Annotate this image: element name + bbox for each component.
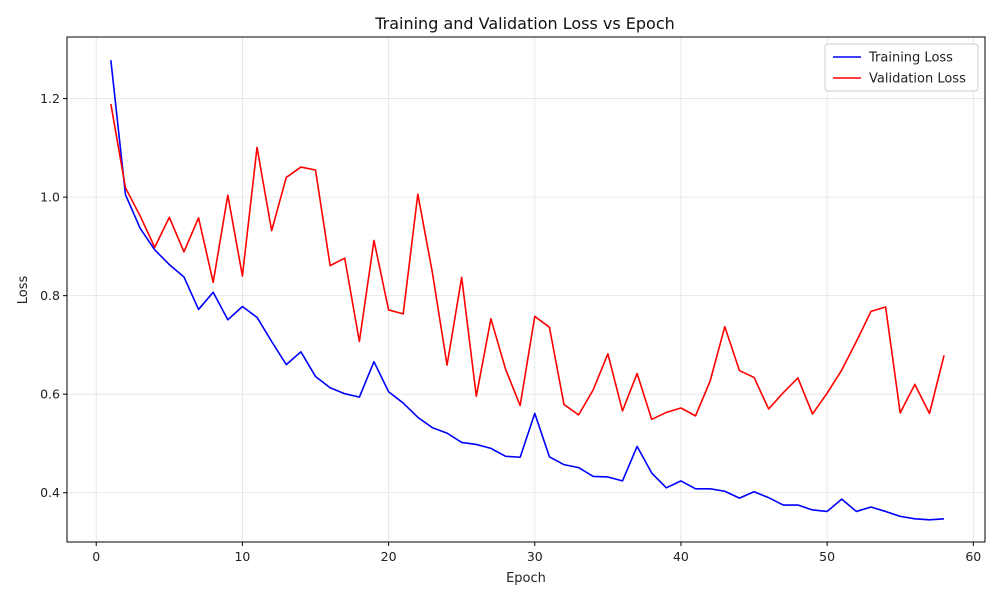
series-line-validation-loss bbox=[110, 103, 945, 421]
y-tick-label: 0.8 bbox=[40, 288, 60, 303]
y-tick-label: 0.6 bbox=[40, 387, 60, 402]
y-axis-label: Loss bbox=[16, 276, 31, 305]
axis-ticks: 0 10 20 30 40 50 60 0.4 0.6 0.8 1.0 1.2 bbox=[40, 91, 981, 564]
series-line-training-loss bbox=[110, 60, 945, 521]
y-tick-label: 1.2 bbox=[40, 91, 60, 106]
x-tick-label: 30 bbox=[527, 549, 543, 564]
plot-frame bbox=[66, 36, 986, 543]
series-lines bbox=[110, 60, 945, 521]
y-tick-label: 1.0 bbox=[40, 190, 60, 205]
x-tick-label: 10 bbox=[234, 549, 250, 564]
x-tick-label: 0 bbox=[92, 549, 100, 564]
y-tick-label: 0.4 bbox=[40, 485, 60, 500]
legend: Training Loss Validation Loss bbox=[824, 43, 979, 92]
grid bbox=[67, 37, 985, 542]
x-tick-label: 40 bbox=[673, 549, 689, 564]
x-tick-label: 20 bbox=[381, 549, 397, 564]
x-axis-label: Epoch bbox=[506, 571, 546, 586]
x-tick-label: 50 bbox=[819, 549, 835, 564]
legend-box bbox=[824, 43, 979, 92]
chart-title: Training and Validation Loss vs Epoch bbox=[374, 14, 675, 33]
legend-entry: Validation Loss bbox=[869, 72, 966, 87]
x-tick-label: 60 bbox=[965, 549, 981, 564]
legend-entry: Training Loss bbox=[868, 51, 953, 66]
